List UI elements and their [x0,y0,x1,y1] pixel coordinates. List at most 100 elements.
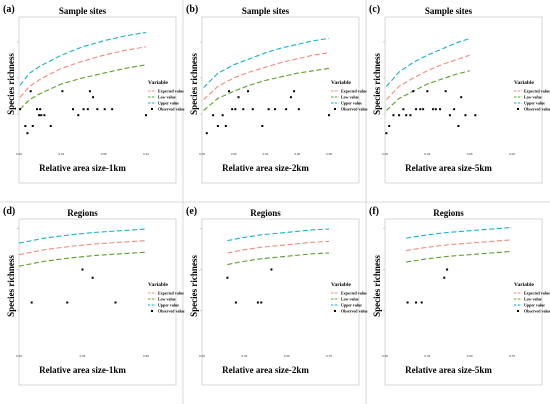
y-axis-label: Species richness [6,255,16,317]
legend-key-point [517,108,519,110]
legend-label: Upper value [158,302,179,307]
observed-point [86,108,89,111]
observed-point [205,132,208,135]
legend-label: Low value [158,296,176,301]
legend-label: Upper value [341,100,362,105]
series-line-expected-value [203,52,330,101]
legend-label: Observed value [341,308,368,313]
observed-point [446,268,449,271]
x-tick-label: 0.06 [294,152,300,156]
legend-label: Upper value [524,100,545,105]
y-axis-label: Species richness [189,255,199,317]
observed-point [412,90,415,93]
series-line-expected-value [18,240,147,256]
legend-key-point [517,310,519,312]
observed-point [96,108,99,111]
series-line-upper-value [203,37,330,88]
series-line-low-value [227,252,330,266]
legend-label: Upper value [158,100,179,105]
legend-label: Expected value [524,88,550,93]
series-line-upper-value [227,228,330,242]
series-line-expected-value [386,54,470,100]
panel-title: Regions [250,208,281,218]
observed-point [270,268,273,271]
observed-point [43,114,46,117]
x-tick-label: 0.00 [199,354,205,358]
y-axis-label: Species richness [6,53,16,115]
x-tick-label: 0.04 [263,152,269,156]
legend-label: Observed value [524,106,550,111]
legend-title: Variable [148,80,169,86]
legend-title: Variable [148,282,169,288]
series-line-low-value [19,64,147,110]
x-tick-label: 0.09 [509,152,515,156]
observed-point [114,301,117,304]
observed-point [226,276,229,279]
x-tick-label: 0.75 [509,354,515,358]
observed-point [448,114,451,117]
observed-point [460,96,463,99]
x-tick-label: 0.60 [467,354,473,358]
panel-f: (f) Regions Relative area size-5km Species … [369,206,550,386]
observed-point [227,90,230,93]
observed-point [260,301,263,304]
legend-label: Expected value [341,290,367,295]
panel-d: (d) Regions Relative area size-1km Species … [3,206,185,386]
x-axis-label: Relative area size-5km [405,365,492,375]
panel-label: (e) [186,206,197,217]
x-tick-label: 0.00 [199,152,205,156]
observed-point [35,108,38,111]
observed-point [61,90,64,93]
x-tick-label: 0.30 [382,354,388,358]
panel-c: (c) Sample sites Relative area size-5km Spe… [369,4,550,184]
legend-key-point [151,108,153,110]
x-tick-label: 0.08 [326,152,332,156]
legend-label: Observed value [524,308,550,313]
observed-point [40,114,43,117]
panel-frame [18,218,177,386]
panel-frame [201,218,360,386]
observed-point [81,268,84,271]
x-tick-label: 0.00 [16,152,22,156]
observed-point [406,301,409,304]
legend-title: Variable [331,80,352,86]
series-line-low-value [386,70,470,111]
observed-point [289,96,292,99]
panel-frame [201,16,360,184]
legend-title: Variable [331,282,352,288]
observed-point [457,125,460,127]
series-line-upper-value [19,31,147,86]
observed-point [231,108,234,111]
observed-point [77,114,80,117]
observed-point [212,114,215,117]
series-line-low-value [203,67,330,111]
observed-point [221,114,224,117]
observed-point [92,96,95,99]
observed-point [415,108,418,111]
legend-label: Upper value [341,302,362,307]
panel-frame [384,218,543,386]
x-tick-label: 0.75 [326,354,332,358]
x-tick-label: 0.25 [241,354,247,358]
y-axis-label: Species richness [372,53,382,115]
observed-point [38,114,41,117]
observed-point [31,125,34,127]
panel-b: (b) Sample sites Relative area size-2km Spe… [186,4,368,184]
x-tick-label: 0.25 [80,354,86,358]
legend-key-point [334,108,336,110]
x-tick-label: 0.06 [467,152,473,156]
x-axis-label: Relative area size-5km [405,163,492,173]
x-tick-label: 0.08 [101,152,107,156]
series-line-low-value [18,251,147,267]
legend-key-point [151,310,153,312]
observed-point [444,90,447,93]
panel-label: (b) [186,4,198,15]
panel-label: (a) [3,4,15,15]
panel-title: Regions [67,208,98,218]
observed-point [293,90,296,93]
